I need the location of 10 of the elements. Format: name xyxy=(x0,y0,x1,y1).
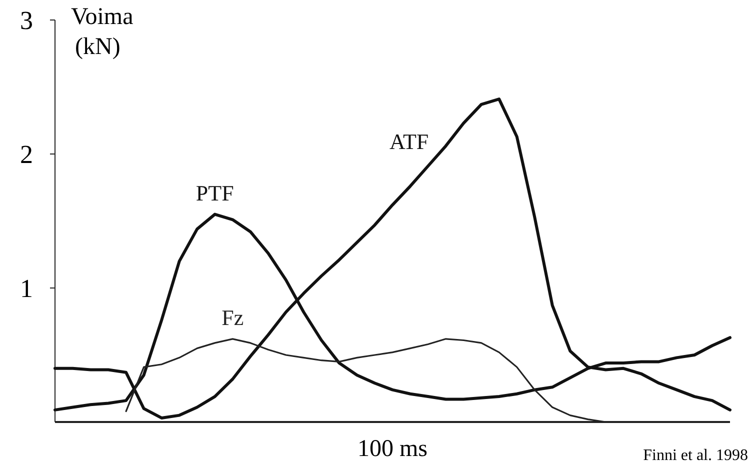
text: Finni et al. 1998 xyxy=(643,447,748,464)
y-tick-label: 3 xyxy=(20,6,33,36)
y-tick-label: 1 xyxy=(20,274,33,304)
series-label: PTF xyxy=(196,180,234,206)
x-axis-title: 100 ms xyxy=(357,436,428,462)
series-label: ATF xyxy=(390,129,429,154)
y-axis-title: Voima (kN) xyxy=(71,4,134,60)
series-label: Fz xyxy=(222,304,244,330)
line-series xyxy=(54,98,732,420)
y-tick-label: 2 xyxy=(20,140,33,170)
